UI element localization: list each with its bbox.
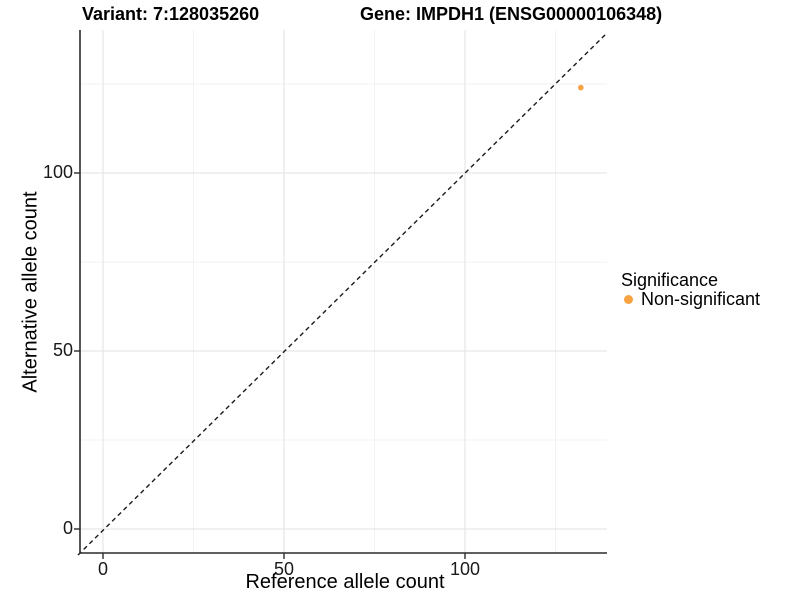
legend-key-circle-icon: [624, 295, 633, 304]
axis-lines: [79, 30, 607, 554]
plot-title-gene: Gene: IMPDH1 (ENSG00000106348): [360, 4, 663, 24]
y-tick-label-0: 0: [62, 518, 73, 538]
x-tick-label-0: 0: [97, 559, 109, 579]
plot-point: [578, 84, 584, 91]
legend-title: Significance: [621, 270, 719, 290]
gridlines-major: [80, 30, 607, 553]
y-tick-label-50: 50: [52, 340, 73, 360]
plot-title-variant: Variant: 7:128035260: [82, 4, 260, 24]
identity-line: [77, 32, 608, 556]
gridlines-minor: [80, 30, 607, 553]
y-tick-label-100: 100: [42, 162, 73, 182]
x-tick-label-100: 100: [449, 559, 481, 579]
y-axis-title: Alternative allele count: [19, 191, 42, 393]
legend-item-label: Non-significant: [641, 289, 761, 309]
x-tick-label-50: 50: [273, 559, 295, 579]
x-axis-title: Reference allele count: [245, 571, 445, 593]
tick-marks: [74, 172, 466, 559]
